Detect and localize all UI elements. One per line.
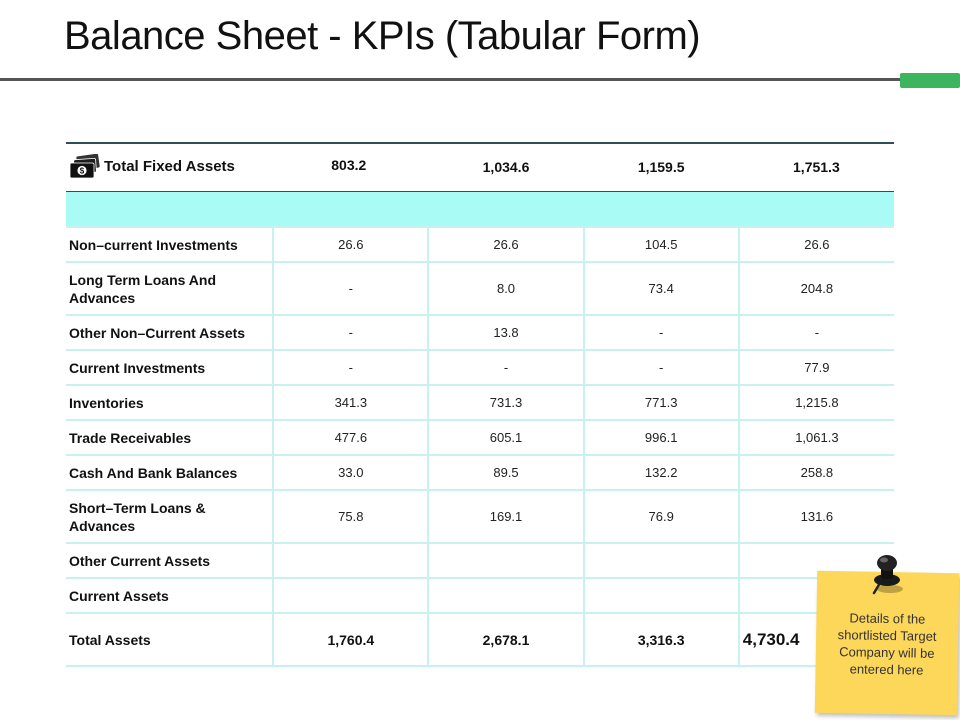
page-title: Balance Sheet - KPIs (Tabular Form) bbox=[64, 14, 701, 58]
table-row: Short–Term Loans & Advances 75.8 169.1 7… bbox=[66, 489, 894, 543]
table-row: Other Current Assets bbox=[66, 542, 894, 578]
cell-value: 89.5 bbox=[427, 454, 584, 490]
cell-value: 33.0 bbox=[272, 454, 429, 490]
cell-value: 605.1 bbox=[427, 419, 584, 455]
cell-value: 204.8 bbox=[737, 261, 894, 315]
cell-value: 13.8 bbox=[427, 314, 584, 350]
table-row: Trade Receivables 477.6 605.1 996.1 1,06… bbox=[66, 419, 894, 455]
row-label: Other Current Assets bbox=[66, 542, 274, 578]
cell-value: 258.8 bbox=[737, 454, 894, 490]
header-value-1: 803.2 bbox=[273, 142, 429, 191]
cell-value: 341.3 bbox=[272, 384, 429, 420]
kpi-table: $ Total Fixed Assets 803.2 1,034.6 1,159… bbox=[66, 142, 894, 667]
table-row: Long Term Loans And Advances - 8.0 73.4 … bbox=[66, 261, 894, 315]
svg-text:$: $ bbox=[80, 167, 85, 176]
row-label: Cash And Bank Balances bbox=[66, 454, 274, 490]
cell-value: - bbox=[427, 349, 584, 385]
table-row: Non–current Investments 26.6 26.6 104.5 … bbox=[66, 226, 894, 262]
cell-value: 26.6 bbox=[427, 226, 584, 262]
table-row: Cash And Bank Balances 33.0 89.5 132.2 2… bbox=[66, 454, 894, 490]
total-row: Total Assets 1,760.4 2,678.1 3,316.3 4,7… bbox=[66, 612, 894, 667]
row-label: Current Assets bbox=[66, 577, 274, 613]
table-row: Current Investments - - - 77.9 bbox=[66, 349, 894, 385]
row-label: Short–Term Loans & Advances bbox=[66, 489, 274, 543]
cell-value: - bbox=[272, 261, 429, 315]
accent-bar bbox=[900, 73, 960, 88]
cell-value: 76.9 bbox=[582, 489, 739, 543]
money-stack-icon: $ bbox=[69, 154, 100, 179]
row-label: Non–current Investments bbox=[66, 226, 274, 262]
total-value-3: 3,316.3 bbox=[582, 612, 739, 667]
cell-value: - bbox=[582, 349, 739, 385]
cell-value: 131.6 bbox=[737, 489, 894, 543]
header-value-2: 1,034.6 bbox=[428, 142, 584, 191]
cell-value: 8.0 bbox=[427, 261, 584, 315]
cell-value bbox=[272, 542, 429, 578]
cell-value: 77.9 bbox=[737, 349, 894, 385]
cell-value: 731.3 bbox=[427, 384, 584, 420]
total-label: Total Assets bbox=[66, 612, 274, 667]
cell-value: 73.4 bbox=[582, 261, 739, 315]
push-pin-icon bbox=[872, 555, 903, 595]
header-value-4: 1,751.3 bbox=[738, 142, 894, 191]
cell-value: 169.1 bbox=[427, 489, 584, 543]
total-value-1: 1,760.4 bbox=[272, 612, 429, 667]
cell-value: - bbox=[272, 314, 429, 350]
table-row: Inventories 341.3 731.3 771.3 1,215.8 bbox=[66, 384, 894, 420]
header-value-3: 1,159.5 bbox=[583, 142, 739, 191]
cell-value: 771.3 bbox=[582, 384, 739, 420]
cell-value: - bbox=[582, 314, 739, 350]
cell-value: 132.2 bbox=[582, 454, 739, 490]
cell-value: 1,215.8 bbox=[737, 384, 894, 420]
table-header-row: $ Total Fixed Assets 803.2 1,034.6 1,159… bbox=[66, 142, 894, 191]
cell-value: 1,061.3 bbox=[737, 419, 894, 455]
cell-value: 477.6 bbox=[272, 419, 429, 455]
table-row: Other Non–Current Assets - 13.8 - - bbox=[66, 314, 894, 350]
row-label: Long Term Loans And Advances bbox=[66, 261, 274, 315]
cell-value: 104.5 bbox=[582, 226, 739, 262]
cell-value bbox=[427, 542, 584, 578]
cell-value bbox=[427, 577, 584, 613]
cell-value: - bbox=[272, 349, 429, 385]
cell-value bbox=[582, 577, 739, 613]
row-label: Current Investments bbox=[66, 349, 274, 385]
row-label: Trade Receivables bbox=[66, 419, 274, 455]
cell-value: 996.1 bbox=[582, 419, 739, 455]
cell-value: 26.6 bbox=[272, 226, 429, 262]
cell-value: - bbox=[737, 314, 894, 350]
cell-value: 75.8 bbox=[272, 489, 429, 543]
header-label: Total Fixed Assets bbox=[104, 158, 235, 176]
title-divider bbox=[0, 78, 905, 81]
cell-value bbox=[272, 577, 429, 613]
table-row: Current Assets bbox=[66, 577, 894, 613]
highlight-band-row bbox=[66, 190, 894, 227]
total-value-2: 2,678.1 bbox=[427, 612, 584, 667]
cell-value: 26.6 bbox=[737, 226, 894, 262]
row-label: Inventories bbox=[66, 384, 274, 420]
row-label: Other Non–Current Assets bbox=[66, 314, 274, 350]
header-label-cell: $ Total Fixed Assets bbox=[66, 142, 274, 191]
sticky-note-text: Details of the shortlisted Target Compan… bbox=[837, 610, 937, 678]
cell-value bbox=[582, 542, 739, 578]
